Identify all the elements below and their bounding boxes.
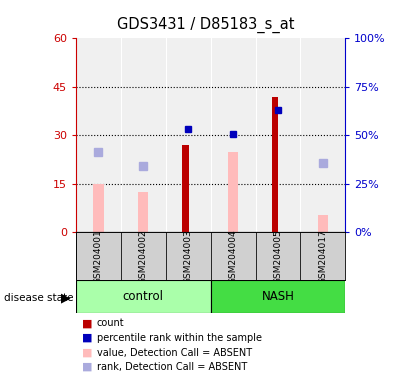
Bar	[76, 232, 121, 280]
Text: GDS3431 / D85183_s_at: GDS3431 / D85183_s_at	[117, 17, 294, 33]
Text: ■: ■	[82, 333, 93, 343]
Bar	[272, 97, 279, 232]
Bar	[93, 184, 104, 232]
Text: percentile rank within the sample: percentile rank within the sample	[97, 333, 261, 343]
Bar	[300, 232, 345, 280]
Bar	[182, 145, 189, 232]
Text: GSM204017: GSM204017	[318, 229, 327, 284]
Text: ■: ■	[82, 362, 93, 372]
Bar	[318, 215, 328, 232]
Bar	[228, 152, 238, 232]
Text: rank, Detection Call = ABSENT: rank, Detection Call = ABSENT	[97, 362, 247, 372]
Text: ■: ■	[82, 318, 93, 328]
Text: control: control	[123, 290, 164, 303]
Text: GSM204001: GSM204001	[94, 229, 103, 284]
Text: NASH: NASH	[261, 290, 294, 303]
Bar	[211, 232, 256, 280]
Text: value, Detection Call = ABSENT: value, Detection Call = ABSENT	[97, 348, 252, 358]
Bar	[138, 192, 148, 232]
Bar	[256, 232, 300, 280]
Text: disease state: disease state	[4, 293, 74, 303]
Bar	[211, 280, 345, 313]
Bar	[121, 232, 166, 280]
Text: GSM204003: GSM204003	[184, 229, 193, 284]
Text: GSM204002: GSM204002	[139, 229, 148, 284]
Text: GSM204004: GSM204004	[229, 229, 238, 284]
Text: ▶: ▶	[61, 291, 71, 304]
Text: ■: ■	[82, 348, 93, 358]
Bar	[166, 232, 211, 280]
Bar	[76, 280, 211, 313]
Text: GSM204005: GSM204005	[273, 229, 282, 284]
Text: count: count	[97, 318, 124, 328]
